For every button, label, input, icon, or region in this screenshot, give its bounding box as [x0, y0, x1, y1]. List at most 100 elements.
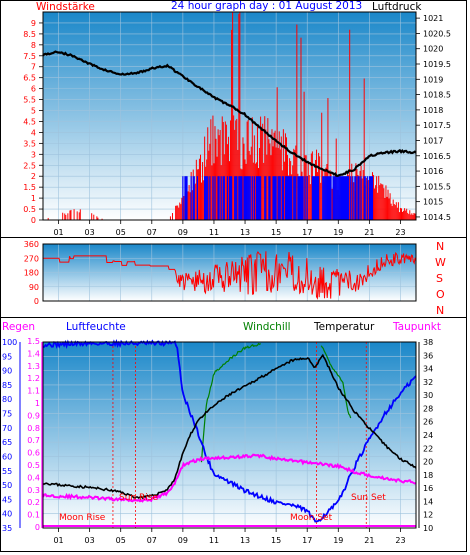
wind-y-tick-label: 4.5: [23, 117, 36, 126]
wind-y-tick-label: 0.5: [23, 205, 36, 214]
climate-panel-border: [42, 341, 417, 529]
direction-y-tick-label: 0: [34, 297, 39, 306]
taupunkt-label: Taupunkt: [392, 321, 441, 333]
wind-panel-border: [42, 11, 417, 221]
direction-y-tick-label: 270: [24, 254, 39, 263]
wind-y-tick-label: 7: [31, 63, 36, 72]
wind-x-tick-label: 01: [53, 228, 63, 237]
climate-x-tick-label: 23: [395, 536, 405, 545]
climate-x-tick-label: 15: [271, 536, 281, 545]
climate-x-tick-label: 09: [178, 536, 188, 545]
wind-x-tick-label: 15: [271, 228, 281, 237]
rain-y-tick-label: 1.4: [27, 349, 40, 358]
climate-x-tick-label: 11: [209, 536, 219, 545]
climate-panel-background: [43, 342, 416, 528]
humidity-y-tick-label: 80: [2, 395, 12, 404]
wind-y-tick-label: 6: [31, 85, 36, 94]
graph-title: 24 hour graph day : 01 August 2013: [171, 0, 362, 12]
temperature-y-tick-label: 18: [423, 471, 433, 480]
pressure-y-tick-label: 1016: [423, 167, 443, 176]
rain-y-tick-label: 0.3: [27, 486, 40, 495]
wind-y-tick-label: 2.5: [23, 161, 36, 170]
windstaerke-label: Windstärke: [36, 1, 95, 13]
rain-y-tick-label: 1: [35, 399, 40, 408]
sun-rise-label: Sun Rise: [119, 493, 158, 503]
pressure-y-tick-label: 1017: [423, 136, 443, 145]
climate-x-tick-label: 19: [333, 536, 343, 545]
pressure-y-tick-label: 1018: [423, 106, 443, 115]
wind-x-tick-label: 09: [178, 228, 188, 237]
wind-y-tick-label: 1.5: [23, 183, 36, 192]
wind-x-tick-label: 07: [147, 228, 157, 237]
temperature-y-tick-label: 10: [423, 524, 433, 533]
windchill-line: [200, 342, 262, 463]
temperature-y-tick-label: 26: [423, 418, 433, 427]
climate-panel: 35 40 45 50 55 60 65 70 75 80 85 90 95 100 0 0.1 0.2 0.3…: [2, 337, 433, 545]
humidity-y-tick-label: 45: [2, 495, 12, 504]
direction-y-tick-label: 360: [24, 240, 39, 249]
wind-x-tick-label: 13: [240, 228, 250, 237]
humidity-y-tick-label: 65: [2, 438, 12, 447]
pressure-y-tick-label: 1021: [423, 14, 443, 23]
pressure-y-tick-label: 1014.5: [423, 213, 451, 222]
wind-x-tick-label: 23: [395, 228, 405, 237]
climate-x-tick-label: 13: [240, 536, 250, 545]
humidity-y-tick-label: 55: [2, 467, 12, 476]
temperature-y-tick-label: 30: [423, 391, 433, 400]
temperature-line: [42, 353, 417, 500]
climate-x-tick-label: 07: [147, 536, 157, 545]
temperature-y-tick-label: 22: [423, 444, 433, 453]
rain-y-tick-label: 0.4: [27, 473, 40, 482]
sun-set-label: Sun Set: [351, 493, 386, 503]
rain-y-tick-label: 0.9: [27, 411, 40, 420]
pressure-y-tick-label: 1020: [423, 45, 443, 54]
wind-x-tick-label: 17: [302, 228, 312, 237]
wind-y-tick-label: 1: [31, 194, 36, 203]
humidity-y-tick-label: 50: [2, 481, 12, 490]
rain-y-tick-label: 0.1: [27, 511, 40, 520]
wind-y-tick-label: 9: [31, 19, 36, 28]
wind-y-tick-label: 0: [31, 216, 36, 225]
pressure-y-tick-label: 1015: [423, 198, 443, 207]
pressure-y-tick-label: 1018.5: [423, 91, 451, 100]
wind-x-tick-label: 21: [364, 228, 374, 237]
dir-label-n-top: N: [436, 240, 444, 253]
rain-y-tick-label: 0.6: [27, 449, 40, 458]
wind-x-tick-label: 03: [85, 228, 95, 237]
temperature-y-tick-label: 12: [423, 511, 433, 520]
rain-y-tick-label: 1.5: [27, 337, 40, 346]
climate-x-tick-label: 05: [116, 536, 126, 545]
climate-x-tick-label: 01: [53, 536, 63, 545]
wind-y-tick-label: 6.5: [23, 74, 36, 83]
rain-y-tick-label: 0.8: [27, 424, 40, 433]
dir-label-s: S: [436, 272, 443, 285]
wind-y-tick-label: 2: [31, 172, 36, 181]
wind-y-tick-label: 5: [31, 107, 36, 116]
windchill-label: Windchill: [243, 321, 291, 333]
luftdruck-label: Luftdruck: [372, 1, 422, 13]
wind-direction-line: [43, 251, 417, 300]
humidity-y-tick-label: 85: [2, 381, 12, 390]
dir-label-n-bottom: N: [436, 304, 444, 317]
regen-label: Regen: [2, 321, 35, 333]
rain-y-tick-label: 0.5: [27, 461, 40, 470]
luftfeuchte-label: Luftfeuchte: [66, 321, 126, 333]
wind-direction-panel: 0 90 180 270 360: [24, 240, 417, 306]
temperature-y-tick-label: 34: [423, 365, 433, 374]
temperature-y-tick-label: 38: [423, 338, 433, 347]
wind-y-tick-label: 4: [31, 128, 36, 137]
pressure-y-tick-label: 1019.5: [423, 60, 451, 69]
moon-set-label: Moon Set: [290, 513, 333, 523]
wind-y-tick-label: 5.5: [23, 96, 36, 105]
wind-y-tick-label: 7.5: [23, 52, 36, 61]
climate-x-tick-label: 21: [364, 536, 374, 545]
temperature-y-tick-label: 24: [423, 431, 433, 440]
pressure-y-tick-label: 1015.5: [423, 182, 451, 191]
temperature-y-tick-label: 20: [423, 458, 433, 467]
direction-y-tick-label: 90: [29, 283, 39, 292]
wind-x-tick-label: 19: [333, 228, 343, 237]
temperature-y-tick-label: 16: [423, 484, 433, 493]
temperature-y-tick-label: 36: [423, 351, 433, 360]
